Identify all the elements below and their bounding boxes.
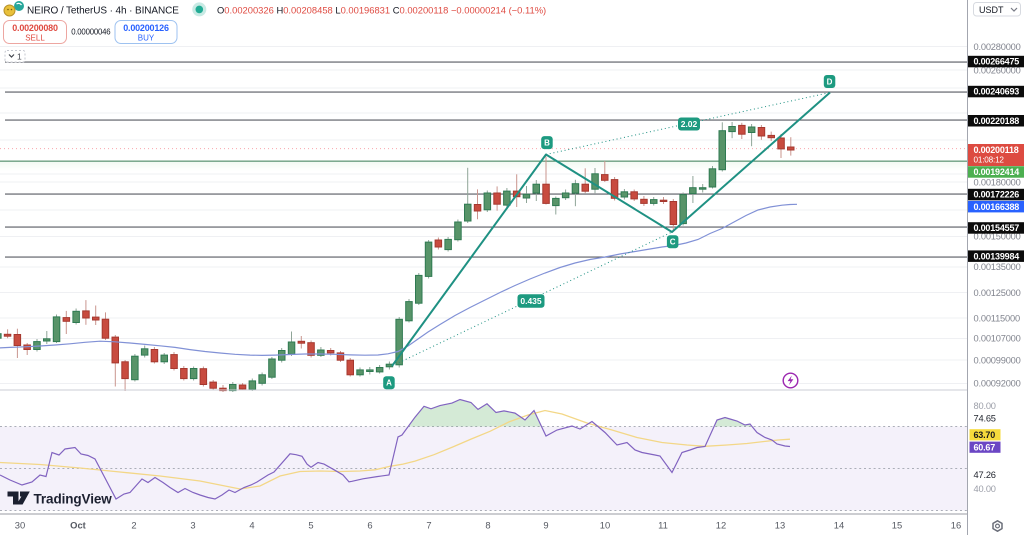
svg-text:0.00099000: 0.00099000 — [974, 356, 1021, 366]
svg-text:B: B — [544, 139, 550, 148]
svg-text:6: 6 — [367, 520, 372, 531]
svg-text:12: 12 — [716, 520, 726, 531]
svg-text:10: 10 — [600, 520, 610, 531]
svg-text:16: 16 — [951, 520, 961, 531]
svg-text:0.435: 0.435 — [520, 296, 542, 306]
svg-text:5: 5 — [308, 520, 313, 531]
svg-text:O0.00200326 H0.00208458 L0.001: O0.00200326 H0.00208458 L0.00196831 C0.0… — [217, 5, 546, 16]
svg-text:USDT: USDT — [979, 5, 1004, 15]
svg-text:63.70: 63.70 — [974, 430, 996, 440]
svg-text:NEIRO / TetherUS · 4h · BINANC: NEIRO / TetherUS · 4h · BINANCE — [27, 6, 179, 17]
svg-text:01:08:12: 01:08:12 — [974, 156, 1005, 165]
svg-text:D: D — [827, 77, 833, 86]
svg-text:0.00260000: 0.00260000 — [974, 65, 1021, 75]
svg-text:TradingView: TradingView — [34, 492, 113, 507]
svg-text:0.00220188: 0.00220188 — [974, 116, 1020, 126]
svg-text:3: 3 — [190, 520, 195, 531]
svg-text:0.00000046: 0.00000046 — [71, 28, 110, 37]
svg-text:0.00150000: 0.00150000 — [974, 232, 1021, 242]
svg-text:0.00200126: 0.00200126 — [123, 23, 169, 33]
svg-text:0.00240693: 0.00240693 — [974, 87, 1020, 97]
svg-text:4: 4 — [249, 520, 254, 531]
svg-text:47.26: 47.26 — [974, 470, 996, 480]
svg-text:80.00: 80.00 — [974, 401, 996, 411]
svg-text:0.00200080: 0.00200080 — [12, 23, 58, 33]
svg-text:8: 8 — [485, 520, 490, 531]
svg-text:0.00115000: 0.00115000 — [974, 314, 1020, 324]
svg-text:BUY: BUY — [138, 34, 155, 43]
svg-text:0.00266475: 0.00266475 — [974, 57, 1020, 67]
svg-text:0.00125000: 0.00125000 — [974, 288, 1021, 298]
svg-text:SELL: SELL — [25, 34, 45, 43]
svg-text:30: 30 — [15, 520, 25, 531]
svg-text:2: 2 — [131, 520, 136, 531]
svg-text:7: 7 — [426, 520, 431, 531]
svg-text:15: 15 — [892, 520, 902, 531]
svg-text:9: 9 — [543, 520, 548, 531]
svg-text:0.00166388: 0.00166388 — [974, 202, 1020, 212]
svg-text:1: 1 — [17, 52, 22, 62]
svg-text:C: C — [670, 238, 676, 247]
svg-text:Oct: Oct — [70, 520, 86, 531]
svg-text:60.67: 60.67 — [974, 443, 996, 453]
svg-text:0.00139984: 0.00139984 — [974, 251, 1020, 261]
svg-text:14: 14 — [834, 520, 844, 531]
svg-text:0.00107000: 0.00107000 — [974, 334, 1021, 344]
svg-text:2.02: 2.02 — [681, 119, 698, 129]
svg-text:0.00154557: 0.00154557 — [974, 223, 1020, 233]
svg-text:0.00280000: 0.00280000 — [974, 42, 1021, 52]
svg-text:40.00: 40.00 — [974, 484, 996, 494]
svg-text:11: 11 — [658, 520, 668, 531]
svg-text:0.00092000: 0.00092000 — [974, 379, 1021, 389]
svg-text:74.65: 74.65 — [974, 414, 996, 424]
svg-text:13: 13 — [775, 520, 785, 531]
svg-text:0.00180000: 0.00180000 — [974, 177, 1021, 187]
svg-text:0.00172226: 0.00172226 — [974, 190, 1020, 200]
svg-text:A: A — [386, 379, 392, 388]
svg-text:0.00192414: 0.00192414 — [974, 167, 1020, 177]
svg-text:0.00135000: 0.00135000 — [974, 262, 1021, 272]
svg-text:0.00200118: 0.00200118 — [974, 145, 1019, 155]
